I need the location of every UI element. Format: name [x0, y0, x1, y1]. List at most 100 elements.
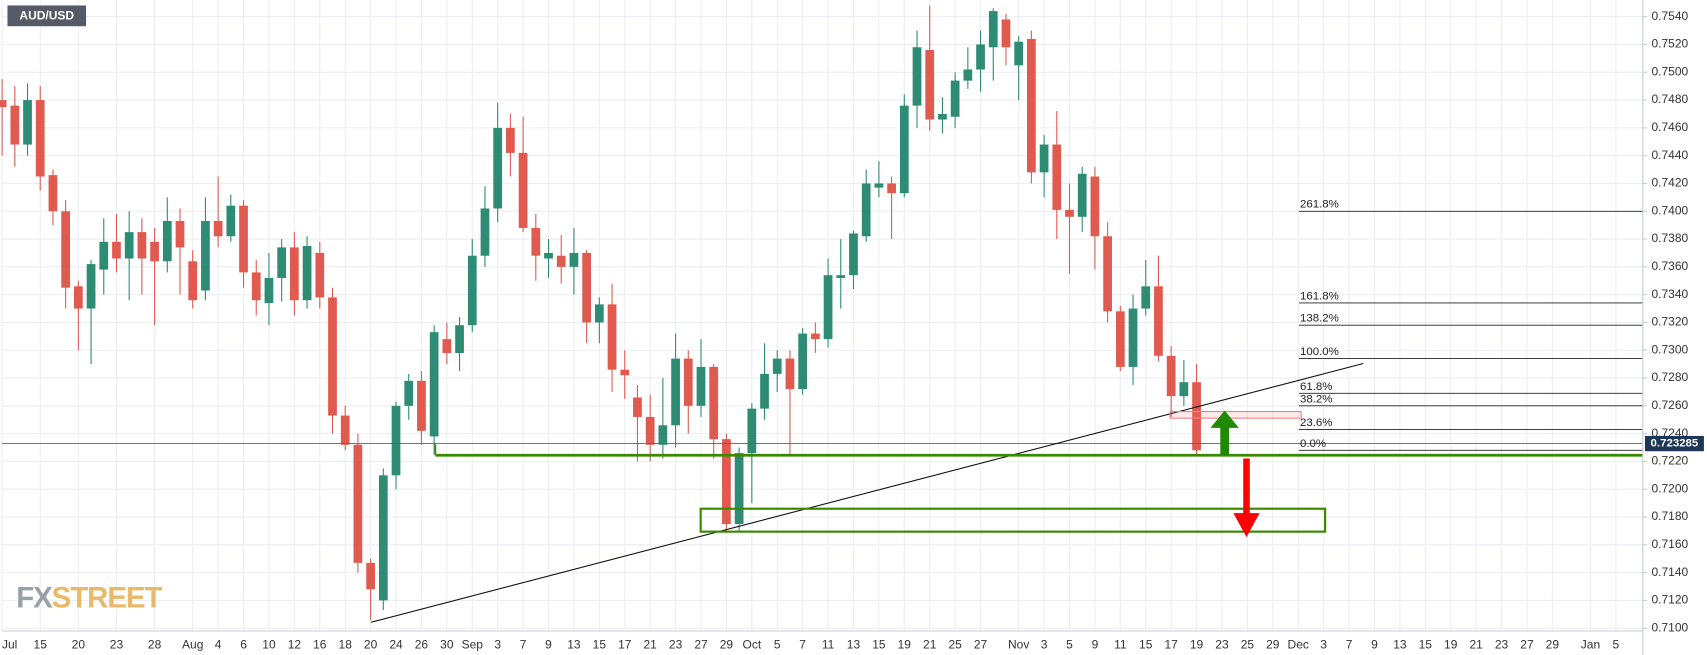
up-arrow-head	[1210, 410, 1239, 428]
candle-body	[823, 275, 833, 340]
candle-body	[391, 405, 401, 476]
x-tick-label: 29	[1546, 637, 1560, 651]
x-tick-label: 7	[520, 637, 527, 651]
candle-body	[493, 127, 503, 209]
x-tick-label: 21	[643, 637, 657, 651]
candle-body	[467, 255, 477, 326]
y-tick-label: 0.7380	[1652, 231, 1689, 245]
x-tick-label: 24	[389, 637, 403, 651]
x-tick-label: 15	[593, 637, 607, 651]
x-tick-label: 15	[1139, 637, 1153, 651]
candle-body	[1115, 311, 1125, 367]
candle-body	[569, 252, 579, 267]
candle-body	[518, 152, 528, 228]
candle-body	[239, 205, 248, 273]
candle-body	[899, 105, 909, 194]
x-tick-label: 15	[34, 637, 48, 651]
up-arrow	[1210, 410, 1239, 456]
candle-body	[188, 261, 198, 301]
candle-body	[861, 183, 871, 237]
candle-body	[73, 286, 83, 309]
candle-body	[556, 255, 566, 267]
x-tick-label: 28	[148, 637, 162, 651]
candle-body	[1179, 382, 1189, 397]
x-tick-label: 19	[898, 637, 912, 651]
x-tick-label: 25	[1241, 637, 1255, 651]
candle-body	[10, 105, 20, 145]
candle-body	[683, 358, 693, 406]
candle-body	[201, 220, 210, 291]
x-tick-label: 29	[1266, 637, 1280, 651]
last-price-box	[1644, 435, 1704, 452]
y-tick-label: 0.7360	[1652, 259, 1689, 273]
trend-line	[370, 362, 1364, 623]
x-tick-label: 21	[923, 637, 937, 651]
x-tick-label: 29	[720, 637, 734, 651]
x-tick-label: 9	[545, 637, 552, 651]
x-tick-label: 5	[1613, 637, 1620, 651]
down-arrow-shaft	[1243, 458, 1250, 517]
x-tick-label: 3	[1320, 637, 1327, 651]
candle-body	[658, 425, 668, 445]
candle-body	[531, 227, 541, 256]
x-tick-label: 27	[694, 637, 708, 651]
candle-body	[162, 220, 172, 262]
x-tick-label: 5	[774, 637, 781, 651]
candle-body	[1001, 19, 1011, 48]
candle-body	[938, 113, 947, 120]
x-tick-label: Aug	[182, 637, 203, 651]
candle-body	[836, 275, 846, 278]
candle-body	[124, 232, 134, 259]
candle-body	[874, 183, 884, 188]
x-tick-label: 27	[1520, 637, 1534, 651]
candle-body	[213, 220, 223, 237]
candle-body	[86, 264, 96, 309]
x-tick-label: 21	[1469, 637, 1483, 651]
candle-body	[747, 408, 757, 454]
candle-body	[315, 252, 325, 298]
candle-body	[734, 453, 744, 524]
x-tick-label: Oct	[742, 637, 761, 651]
y-tick-label: 0.7400	[1652, 203, 1689, 217]
candle-body	[1077, 173, 1087, 217]
candle-body	[925, 50, 935, 120]
candle-body	[1014, 41, 1024, 66]
x-tick-label: 3	[1041, 637, 1048, 651]
title-box: AUD/USD	[7, 5, 87, 27]
x-tick-label: 7	[799, 637, 806, 651]
y-tick-label: 0.7100	[1652, 620, 1689, 634]
x-tick-label: 7	[1346, 637, 1353, 651]
x-tick-label: Sep	[462, 637, 484, 651]
candle-body	[963, 69, 973, 81]
x-tick-label: 19	[1190, 637, 1204, 651]
candle-body	[442, 339, 452, 354]
candle-body	[671, 358, 680, 426]
candle-body	[1128, 308, 1138, 367]
x-tick-label: 3	[494, 637, 501, 651]
x-tick-label: 20	[364, 637, 378, 651]
candle-body	[1090, 176, 1100, 237]
x-tick-label: 23	[110, 637, 124, 651]
candle-body	[798, 333, 808, 390]
candle-body	[1065, 209, 1074, 217]
candle-body	[429, 332, 439, 437]
x-tick-label: 19	[1444, 637, 1458, 651]
x-tick-label: 23	[669, 637, 683, 651]
candle-body	[480, 208, 490, 256]
x-tick-label: Nov	[1008, 637, 1029, 651]
candle-body	[709, 366, 719, 440]
x-tick-label: 10	[262, 637, 276, 651]
x-tick-label: Jul	[2, 637, 17, 651]
x-tick-label: 18	[339, 637, 353, 651]
y-tick-label: 0.7520	[1652, 37, 1689, 51]
candle-body	[48, 175, 58, 212]
candle-body	[785, 358, 795, 390]
x-tick-label: 13	[567, 637, 581, 651]
x-tick-label: 13	[847, 637, 861, 651]
x-tick-label: 9	[1371, 637, 1378, 651]
x-tick-label: Jan	[1581, 637, 1600, 651]
candle-body	[150, 241, 159, 262]
candle-body	[544, 252, 553, 259]
candle-body	[722, 439, 731, 524]
candle-body	[99, 241, 109, 270]
